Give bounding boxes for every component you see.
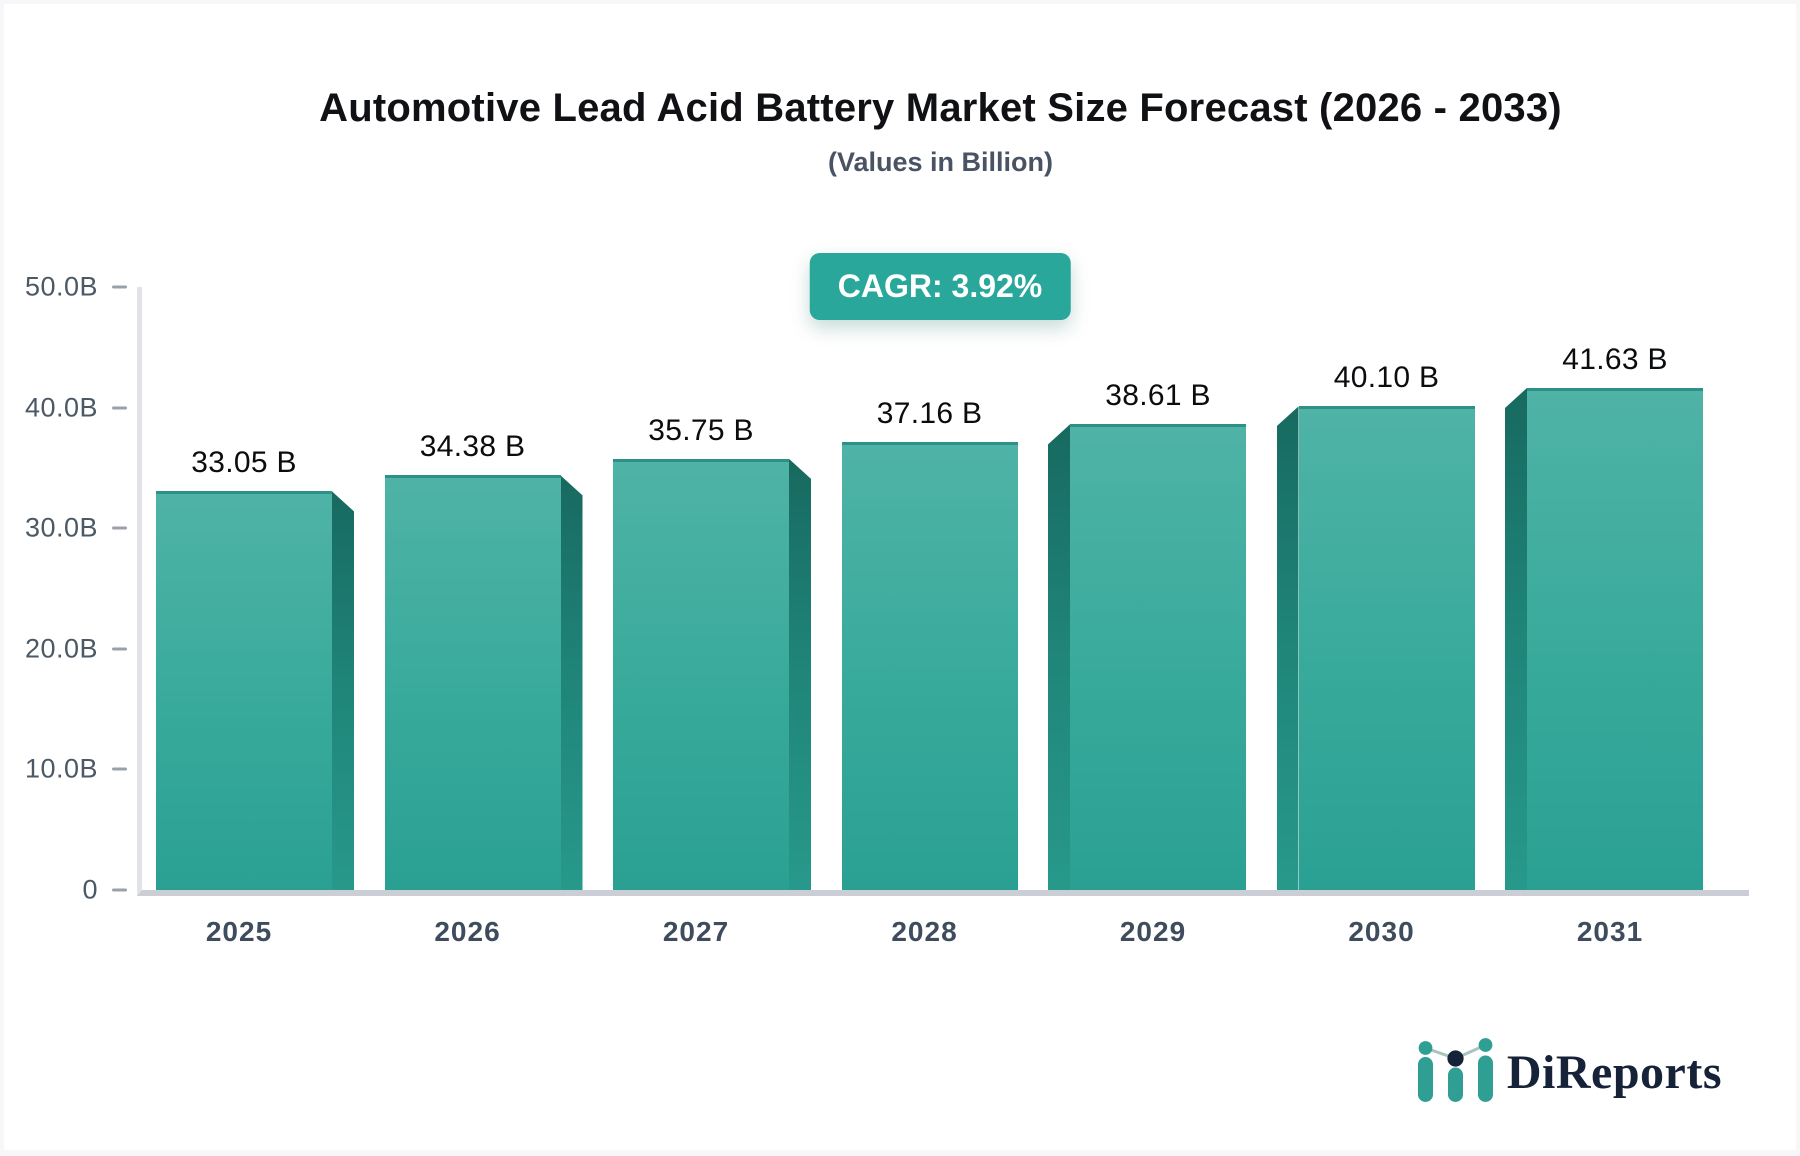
y-tick-label: 20.0B <box>24 633 98 664</box>
bar: 38.61 B <box>1048 379 1246 890</box>
y-tick-dash <box>112 526 127 530</box>
bar: 37.16 B <box>841 397 1018 890</box>
x-tick-label: 2026 <box>434 916 501 947</box>
y-tick: 30.0B <box>24 512 142 543</box>
x-tick-label: 2030 <box>1348 916 1415 947</box>
x-tick-label: 2027 <box>662 916 730 947</box>
y-tick: 40.0B <box>25 394 142 421</box>
bar-value-label: 33.05 B <box>191 446 297 480</box>
brand-logo-text: DiReports <box>1506 1045 1722 1099</box>
x-tick-label: 2028 <box>891 916 958 947</box>
x-tick: 2030 <box>1272 916 1470 950</box>
x-tick: 2025 <box>151 916 349 950</box>
y-tick-label: 10.0B <box>24 753 98 784</box>
y-tick: 10.0B <box>24 753 142 784</box>
bar-face <box>841 441 1018 890</box>
y-tick-label: 50.0B <box>24 271 98 302</box>
plot-area: 0 10.0B 20.0B 30.0B 40.0B 50.0B 33.05 B 34.38 … <box>25 273 1749 903</box>
bar-face <box>613 458 789 890</box>
bar-value-label: 41.63 B <box>1562 342 1668 376</box>
y-tick-dash <box>112 888 127 892</box>
x-tick: 2027 <box>608 916 806 950</box>
chart-subtitle: (Values in Billion) <box>827 147 1054 177</box>
y-tick-label: 0 <box>82 874 98 905</box>
brand-logo: DiReports <box>1415 1036 1722 1108</box>
bar-3d-side <box>332 491 354 890</box>
x-tick-label: 2031 <box>1576 916 1644 947</box>
bar: 34.38 B <box>384 430 583 890</box>
bar-3d-side <box>789 458 811 890</box>
y-tick-dash <box>112 767 127 771</box>
bar-value-label: 37.16 B <box>876 396 983 430</box>
mini-bar-chart-icon <box>1417 1038 1493 1102</box>
bar-3d-side <box>1048 424 1070 890</box>
bar-face <box>156 491 332 890</box>
y-tick-dash <box>112 406 127 410</box>
bar-value-label: 38.61 B <box>1105 379 1211 413</box>
y-tick-label: 40.0B <box>24 392 98 423</box>
x-tick: 2029 <box>1043 916 1241 950</box>
y-tick: 50.0B <box>24 271 142 302</box>
y-tick-dash <box>112 647 127 651</box>
bar: 33.05 B <box>156 446 354 890</box>
chart-card: Automotive Lead Acid Battery Market Size… <box>4 4 1796 1150</box>
x-tick-label: 2025 <box>205 916 273 947</box>
bar-face <box>384 475 561 890</box>
bar-value-label: 34.38 B <box>419 430 526 464</box>
chart-title: Automotive Lead Acid Battery Market Size… <box>319 86 1562 130</box>
cagr-badge: CAGR: 3.92% <box>809 253 1071 320</box>
y-tick-label: 30.0B <box>24 512 98 543</box>
bar-3d-side <box>1505 387 1527 890</box>
bar-face <box>1070 424 1246 890</box>
bar: 41.63 B <box>1505 343 1703 890</box>
bar-value-label: 40.10 B <box>1333 361 1440 395</box>
y-tick-dash <box>112 285 127 289</box>
bar: 35.75 B <box>613 414 811 890</box>
y-tick: 0 <box>82 874 142 905</box>
bar-face <box>1527 387 1703 890</box>
y-tick: 20.0B <box>25 635 142 662</box>
bar-face <box>1298 406 1475 890</box>
chart-header: Automotive Lead Acid Battery Market Size… <box>137 86 1744 178</box>
bar: 40.10 B <box>1276 361 1475 890</box>
x-tick: 2026 <box>380 916 578 950</box>
bar-3d-side <box>1276 406 1299 890</box>
bar-value-label: 35.75 B <box>648 413 754 447</box>
x-tick-label: 2029 <box>1119 916 1187 947</box>
bar-3d-side <box>560 475 583 890</box>
x-axis: 2025 2026 2027 2028 2029 2030 2031 <box>137 916 1744 950</box>
x-tick: 2028 <box>837 916 1013 950</box>
bar-series: 33.05 B 34.38 B 35.75 B 37.16 B 38.61 B 40.10… <box>142 287 1749 890</box>
x-tick: 2031 <box>1500 916 1698 950</box>
